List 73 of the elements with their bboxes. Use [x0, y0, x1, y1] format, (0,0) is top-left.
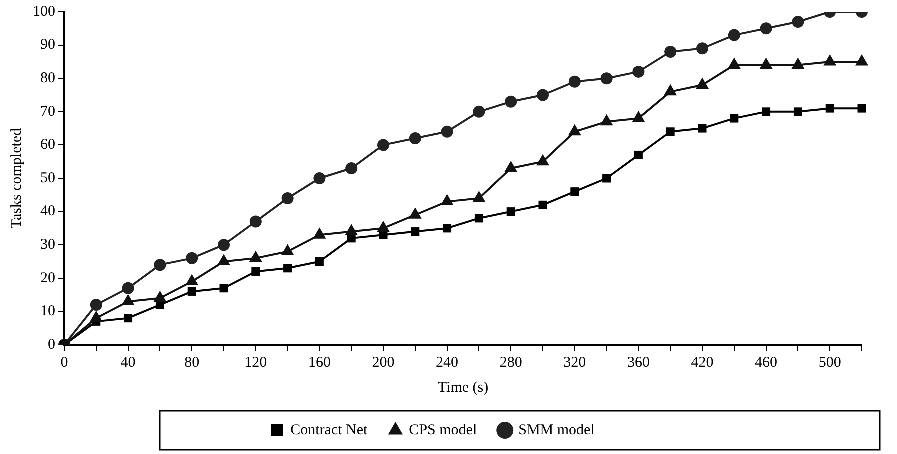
point — [378, 139, 390, 152]
x-tick-label: 160 — [308, 354, 331, 371]
point — [218, 239, 230, 252]
point — [632, 66, 645, 78]
y-tick-label: 50 — [40, 170, 56, 186]
point — [538, 200, 548, 210]
point — [762, 108, 771, 116]
point — [730, 114, 739, 123]
point — [698, 124, 707, 133]
point — [858, 104, 866, 113]
point — [315, 258, 324, 266]
point — [634, 150, 643, 160]
legend-label: CPS model — [409, 422, 478, 438]
point — [728, 29, 740, 42]
y-tick-label: 80 — [40, 70, 56, 87]
point — [409, 132, 422, 145]
y-tick-label: 20 — [40, 270, 56, 286]
legend-label: Contract Net — [290, 422, 369, 438]
y-tick-label: 30 — [40, 237, 56, 254]
point — [666, 128, 675, 136]
point — [664, 46, 677, 58]
x-tick-label: 0 — [60, 354, 68, 371]
x-tick-label: 240 — [436, 354, 459, 371]
point — [570, 188, 580, 196]
x-tick-label: 460 — [755, 354, 778, 371]
point — [537, 89, 549, 102]
point — [826, 104, 834, 113]
point — [760, 22, 772, 35]
point — [252, 268, 260, 276]
y-axis-title: Tasks completed — [8, 128, 25, 229]
point — [188, 287, 196, 296]
point — [124, 314, 133, 323]
point — [250, 216, 262, 228]
point — [186, 252, 198, 264]
x-tick-label: 280 — [500, 354, 522, 371]
x-tick-label: 80 — [184, 354, 200, 371]
point — [90, 299, 102, 312]
point — [473, 106, 486, 118]
y-tick-label: 0 — [48, 336, 56, 353]
y-tick-label: 60 — [40, 137, 56, 154]
point — [506, 208, 516, 216]
point — [474, 214, 484, 223]
point — [792, 16, 804, 28]
y-tick-label: 40 — [40, 204, 56, 220]
y-tick-label: 70 — [40, 104, 56, 120]
y-tick-label: 10 — [40, 304, 56, 320]
y-tick-label: 90 — [40, 37, 56, 54]
point — [441, 126, 454, 138]
point — [346, 162, 358, 175]
legend-label: SMM model — [518, 422, 595, 438]
x-tick-label: 360 — [627, 354, 650, 371]
point — [220, 284, 228, 293]
point — [154, 259, 166, 272]
point — [794, 108, 802, 116]
y-tick-label: 100 — [33, 4, 56, 20]
point — [122, 282, 134, 294]
x-tick-label: 320 — [564, 354, 586, 371]
x-tick-label: 40 — [120, 354, 136, 371]
point — [314, 172, 326, 184]
point — [602, 174, 612, 183]
point — [411, 228, 420, 236]
x-tick-label: 420 — [691, 354, 714, 371]
x-tick-label: 120 — [244, 354, 268, 371]
point — [568, 76, 581, 88]
point — [505, 96, 518, 108]
x-axis-title: Time (s) — [438, 380, 489, 396]
x-tick-label: 500 — [818, 354, 842, 371]
point — [696, 42, 708, 55]
point — [443, 224, 452, 233]
point — [282, 192, 294, 204]
point — [284, 264, 292, 273]
x-tick-label: 200 — [372, 354, 395, 371]
point — [600, 72, 613, 85]
